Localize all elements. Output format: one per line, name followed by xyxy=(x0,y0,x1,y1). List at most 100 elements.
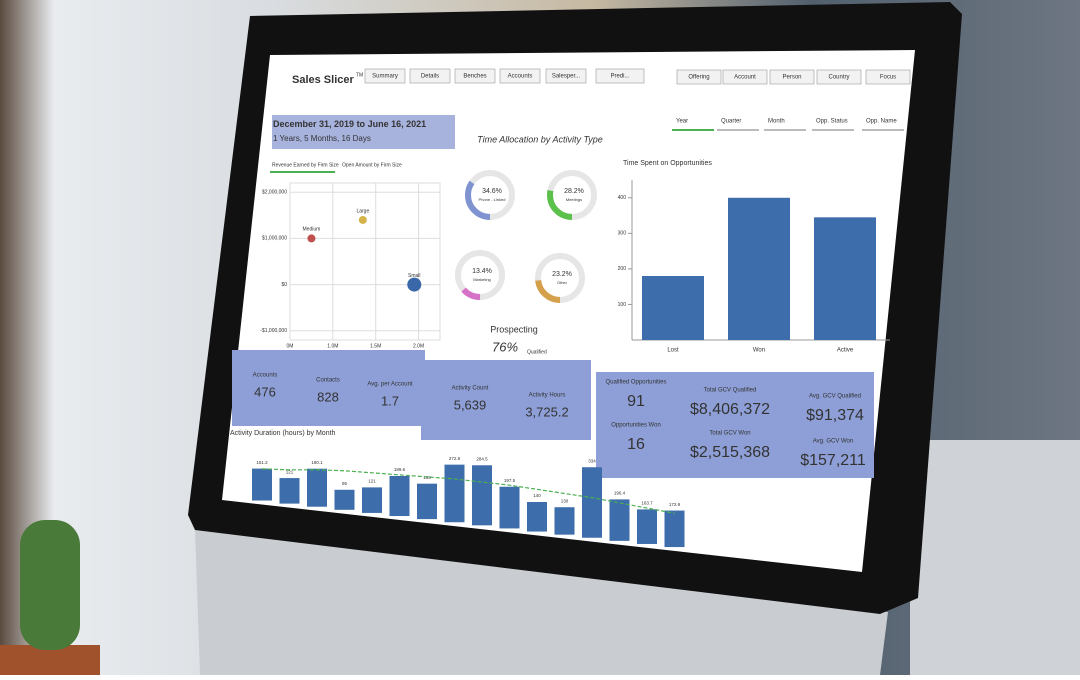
y-tick-label: 100 xyxy=(618,302,627,308)
trend-line xyxy=(261,468,675,514)
filter[interactable]: Offering xyxy=(688,75,709,81)
dashboard: Sales Slicer TM Summary Details Benches Accou… xyxy=(230,68,911,548)
period-button[interactable]: Opp. Status xyxy=(816,119,848,125)
kpi-value: 476 xyxy=(254,384,276,399)
tab[interactable]: Salesper... xyxy=(552,74,581,80)
filter-box[interactable] xyxy=(676,69,722,85)
filter[interactable]: Account xyxy=(734,75,756,81)
kpi-value: 828 xyxy=(317,389,339,404)
summary-label: Prospecting xyxy=(490,324,538,334)
bar-value-label: 130 xyxy=(561,498,569,503)
filter[interactable]: Person xyxy=(782,75,801,81)
kpi-label: Avg. GCV Won xyxy=(813,439,853,445)
y-tick-label: 400 xyxy=(618,195,627,201)
chart-tab[interactable]: Revenue Earned by Firm Size xyxy=(272,162,339,168)
kpi-panel xyxy=(596,372,874,478)
bar-value-label: 95 xyxy=(342,481,348,486)
date-part: December 31, 2019 xyxy=(273,119,357,129)
tab-box[interactable] xyxy=(364,68,406,84)
tab[interactable]: Details xyxy=(421,74,439,80)
y-tick-label: 300 xyxy=(618,231,627,237)
chart-title: Time Spent on Opportunities xyxy=(623,160,712,167)
period-button[interactable]: Year xyxy=(676,119,688,125)
filter-box[interactable] xyxy=(722,69,768,85)
bar xyxy=(554,507,575,535)
x-tick-label: Active xyxy=(837,348,854,354)
kpi-value: $8,406,372 xyxy=(690,401,770,418)
date-panel xyxy=(272,115,455,149)
gauge-label: Meetings xyxy=(566,197,582,202)
bar-value-label: 121 xyxy=(368,479,376,484)
y-tick-label: $0 xyxy=(281,282,287,288)
bar xyxy=(417,483,437,520)
chart-tab[interactable]: Open Amount by Firm Size xyxy=(342,162,402,168)
kpi-label: Contacts xyxy=(316,378,340,384)
kpi-label: Avg. per Account xyxy=(367,382,413,388)
point-label: Large xyxy=(356,208,369,214)
x-tick-label: Won xyxy=(753,348,765,354)
filter-box[interactable] xyxy=(865,69,911,85)
gauge-arc xyxy=(547,170,597,220)
tab-box[interactable] xyxy=(499,68,541,84)
bar-value-label: 172.9 xyxy=(669,502,681,507)
tab[interactable]: Summary xyxy=(372,74,398,80)
tab[interactable]: Predi... xyxy=(610,74,629,80)
kpi-label: Total GCV Won xyxy=(709,431,750,437)
filter[interactable]: Country xyxy=(828,75,849,81)
x-tick-label: 0M xyxy=(287,343,294,349)
kpi-value: $2,515,368 xyxy=(690,444,770,461)
gauge-label: Other xyxy=(557,280,568,285)
cactus xyxy=(20,520,80,650)
gauge-arc xyxy=(455,250,505,300)
bar xyxy=(444,464,465,523)
y-tick-label: 200 xyxy=(618,266,627,272)
y-tick-label: $1,000,000 xyxy=(262,236,287,242)
bar xyxy=(472,465,492,526)
gauge-arc xyxy=(465,170,515,220)
bar xyxy=(279,478,300,504)
kpi-value: 16 xyxy=(627,436,645,453)
filter-box[interactable] xyxy=(816,69,862,85)
kpi-value: $91,374 xyxy=(806,407,864,424)
gauge-value: 34.6% xyxy=(482,188,502,195)
duration: 1 Years, 5 Months, 16 Days xyxy=(273,134,371,143)
kpi-value: $157,211 xyxy=(800,452,866,469)
chart-title: Activity Duration (hours) by Month xyxy=(230,430,336,437)
bar-value-label: 180.1 xyxy=(311,460,323,465)
bar-value-label: 189.6 xyxy=(394,467,406,472)
point-label: Small xyxy=(408,273,421,279)
tab[interactable]: Accounts xyxy=(508,74,533,80)
bar xyxy=(362,487,382,513)
monitor-chin xyxy=(195,528,888,675)
kpi-value: 3,725.2 xyxy=(525,404,568,419)
filter[interactable]: Focus xyxy=(880,75,896,81)
period-button[interactable]: Opp. Name xyxy=(866,119,897,125)
x-tick-label: 1.0M xyxy=(327,343,338,349)
period-button[interactable]: Quarter xyxy=(721,119,741,125)
tab-box[interactable] xyxy=(595,68,645,84)
tab-box[interactable] xyxy=(409,68,451,84)
tab-box[interactable] xyxy=(454,68,496,84)
summary-caption: Qualified xyxy=(527,349,547,355)
scatter-point xyxy=(407,277,422,292)
date-range: December 31, 2019 to June 16, 2021 xyxy=(273,119,426,129)
tab[interactable]: Benches xyxy=(463,74,486,80)
period-button[interactable]: Month xyxy=(768,119,785,125)
bar xyxy=(664,510,685,548)
bar-value-label: 334 xyxy=(588,458,596,463)
scatter-point xyxy=(358,215,367,224)
point-label: Medium xyxy=(303,227,321,233)
gauge-arc xyxy=(535,253,585,303)
bar xyxy=(499,486,520,529)
chart-title: Time Allocation by Activity Type xyxy=(477,134,603,144)
scatter-point xyxy=(307,234,316,243)
bar-value-label: 121 xyxy=(286,469,294,474)
bar-value-label: 151.2 xyxy=(256,460,268,465)
filter-box[interactable] xyxy=(769,69,815,85)
kpi-panel xyxy=(421,360,591,440)
tab-box[interactable] xyxy=(545,68,587,84)
y-tick-label: -$1,000,000 xyxy=(260,328,287,334)
gauge-label: Marketing xyxy=(473,277,491,282)
gauge-label: Phone - Linked xyxy=(479,197,506,202)
bar-value-label: 196.4 xyxy=(614,491,626,496)
